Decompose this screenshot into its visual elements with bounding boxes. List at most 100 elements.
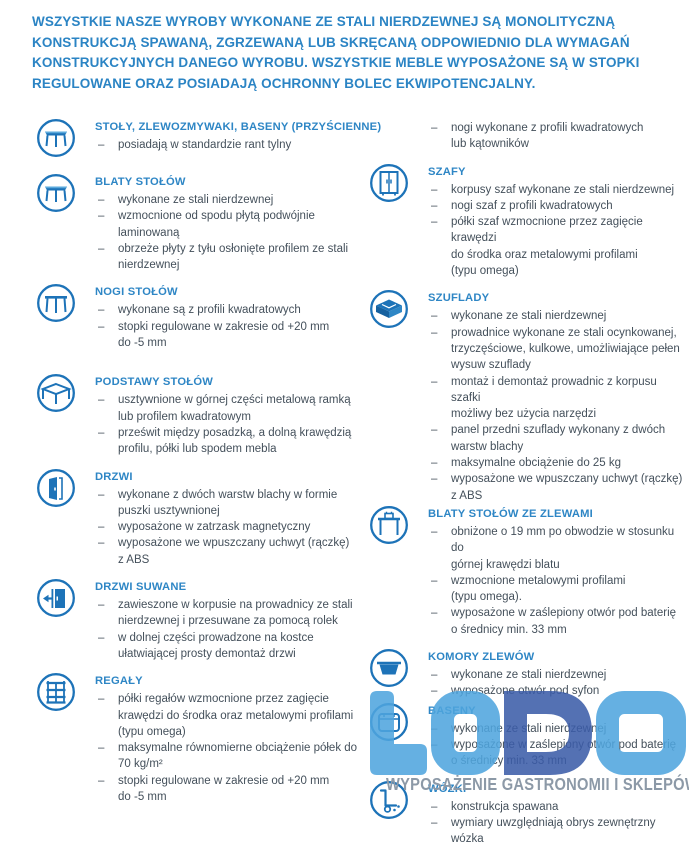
section-title: DRZWI SUWANE [95,581,187,594]
section-title: SZUFLADY [428,292,490,305]
bullet-item: panel przedni szuflady wykonany z dwóch … [428,422,689,455]
bullet-list: wykonane ze stali nierdzewnejwyposażone … [428,667,689,700]
bullet-list: wykonane z dwóch warstw blachy w formie … [95,487,358,568]
section-content: nogi wykonane z profili kwadratowych lub… [428,120,689,153]
logo-tagline: WYPOSAŻENIE GASTRONOMII I SKLEPÓW [386,774,689,794]
section-regaly-cd: nogi wykonane z profili kwadratowych lub… [369,120,689,153]
sliding-door-icon [36,578,95,623]
section-content: KOMORY ZLEWÓW wykonane ze stali nierdzewn… [428,650,689,700]
section-szuflady: SZUFLADY wykonane ze stali nierdzewnejpro… [369,289,689,504]
bullet-item: wykonane z dwóch warstw blachy w formie … [95,487,358,520]
intro-paragraph: WSZYSTKIE NASZE WYROBY WYKONANE ZE STALI… [32,14,640,91]
bullet-list: wykonane ze stali nierdzewnejwyposażone … [428,721,689,770]
bullet-item: stopki regulowane w zakresie od +20 mm d… [95,773,358,806]
bullet-item: zawieszone w korpusie na prowadnicy ze s… [95,597,358,630]
column-left: STOŁY, ZLEWOZMYWAKI, BASENY (PRZYŚCIENNE… [36,118,382,817]
section-drzwi: DRZWI wykonane z dwóch warstw blachy w fo… [36,468,358,568]
section-content: BLATY STOŁÓW wykonane ze stali nierdzewne… [95,175,358,273]
section-nogi-stolow: NOGI STOŁÓW wykonane są z profili kwadrat… [36,283,358,351]
bullet-item: usztywnione w górnej części metalową ram… [95,392,358,425]
section-title: BLATY STOŁÓW [95,176,186,188]
section-content: BLATY STOŁÓW ZE ZLEWAMI obniżone o 19 mm … [428,507,689,638]
bullet-list: obniżone o 19 mm po obwodzie w stosunku … [428,524,689,638]
bullet-item: półki regałów wzmocnione przez zagięcie … [95,691,358,740]
bullet-item: wyposażone w zaślepiony otwór pod bateri… [428,605,689,638]
section-title: STOŁY, ZLEWOZMYWAKI, BASENY (PRZYŚCIENNE… [95,121,382,133]
bullet-item: obniżone o 19 mm po obwodzie w stosunku … [428,524,689,573]
section-title: KOMORY ZLEWÓW [428,651,535,664]
section-content: BASENY wykonane ze stali nierdzewnejwypos… [428,704,689,770]
section-content: STOŁY, ZLEWOZMYWAKI, BASENY (PRZYŚCIENNE… [95,120,382,154]
door-icon [36,468,95,513]
section-content: DRZWI wykonane z dwóch warstw blachy w fo… [95,470,358,568]
section-title: SZAFY [428,165,466,178]
table-icon [36,118,95,163]
bullet-list: wykonane są z profili kwadratowychstopki… [95,302,358,351]
section-content: SZUFLADY wykonane ze stali nierdzewnejpro… [428,291,689,504]
section-title: PODSTAWY STOŁÓW [95,376,213,389]
bullet-item: konstrukcja spawana [428,799,689,816]
section-title: BASENY [428,704,476,717]
section-baseny: BASENY wykonane ze stali nierdzewnejwypos… [369,702,689,770]
bullet-item: obrzeże płyty z tyłu osłonięte profilem … [95,241,358,274]
section-szafy: SZAFY korpusy szaf wykonane ze stali nier… [369,163,689,280]
bullet-list: posiadają w standardzie rant tylny [95,137,358,154]
cabinet-icon [369,163,428,208]
bullet-item: wykonane ze stali nierdzewnej [428,721,689,738]
table-base-icon [36,373,95,418]
bullet-list: zawieszone w korpusie na prowadnicy ze s… [95,597,358,662]
section-podstawy-stolow: PODSTAWY STOŁÓW usztywnione w górnej częś… [36,373,358,457]
section-blaty-stolow-ze-zlewami: BLATY STOŁÓW ZE ZLEWAMI obniżone o 19 mm … [369,505,689,638]
bullet-item: wyposażone w zaślepiony otwór pod bateri… [428,737,689,770]
table-top-icon [36,173,95,218]
bullet-item: posiadają w standardzie rant tylny [95,137,358,154]
section-stoly-zlewozmywaki-baseny: STOŁY, ZLEWOZMYWAKI, BASENY (PRZYŚCIENNE… [36,118,382,163]
bullet-item: nogi szaf z profili kwadratowych [428,198,689,215]
section-content: REGAŁY półki regałów wzmocnione przez zag… [95,674,358,805]
section-regaly: REGAŁY półki regałów wzmocnione przez zag… [36,672,358,805]
bullet-list: usztywnione w górnej części metalową ram… [95,392,358,457]
section-title: DRZWI [95,470,133,483]
section-content: SZAFY korpusy szaf wykonane ze stali nier… [428,165,689,280]
bullet-item: wykonane ze stali nierdzewnej [428,667,689,684]
bullet-item: korpusy szaf wykonane ze stali nierdzewn… [428,182,689,199]
bullet-item: wzmocnione od spodu płytą podwójnie lami… [95,208,358,241]
bullet-item: wyposażone otwór pod syfon [428,683,689,700]
bullet-item: wyposażone w zatrzask magnetyczny [95,519,358,536]
section-content: NOGI STOŁÓW wykonane są z profili kwadrat… [95,285,358,351]
bullet-item: wyposażone we wpuszczany uchwyt (rączkę)… [428,471,689,504]
bullet-list: korpusy szaf wykonane ze stali nierdzewn… [428,182,689,280]
bullet-item: wykonane ze stali nierdzewnej [95,192,358,209]
bullet-item: półki szaf wzmocnione przez zagięcie kra… [428,214,689,279]
bullet-list: wykonane ze stali nierdzewnejprowadnice … [428,308,689,504]
bullet-item: w dolnej części prowadzone na kostce uła… [95,630,358,663]
table-legs-icon [36,283,95,328]
bullet-item: wzmocnione metalowymi profilami (typu om… [428,573,689,606]
column-right: nogi wykonane z profili kwadratowych lub… [369,120,689,859]
bullet-item: montaż i demontaż prowadnic z korpusu sz… [428,374,689,423]
section-blaty-stolow: BLATY STOŁÓW wykonane ze stali nierdzewne… [36,173,358,273]
section-content: DRZWI SUWANE zawieszone w korpusie na pro… [95,580,358,662]
bullet-item: wykonane ze stali nierdzewnej [428,308,689,325]
bullet-list: wykonane ze stali nierdzewnejwzmocnione … [95,192,358,273]
bullet-item: stopki regulowane w zakresie od +20 mm d… [95,319,358,352]
section-title: NOGI STOŁÓW [95,286,178,299]
shelf-rack-icon [36,672,95,717]
bullet-item: nogi wykonane z profili kwadratowych lub… [428,120,689,153]
bullet-item: wyposażone we wpuszczany uchwyt (rączkę)… [95,535,358,568]
bullet-item: wykonane są z profili kwadratowych [95,302,358,319]
bullet-item: wymiary uwzględniają obrys zewnętrzny wó… [428,815,689,848]
bullet-item: maksymalne obciążenie do 25 kg [428,455,689,472]
sink-table-icon [369,505,428,550]
bullet-list: nogi wykonane z profili kwadratowych lub… [428,120,689,153]
basin-icon [369,702,428,747]
section-title: REGAŁY [95,675,143,688]
bullet-list: półki regałów wzmocnione przez zagięcie … [95,691,358,805]
section-drzwi-suwane: DRZWI SUWANE zawieszone w korpusie na pro… [36,578,358,662]
section-title: BLATY STOŁÓW ZE ZLEWAMI [428,507,593,520]
drawer-icon [369,289,428,334]
section-content: PODSTAWY STOŁÓW usztywnione w górnej częś… [95,375,358,457]
sink-bowl-icon [369,648,428,693]
bullet-item: prowadnice wykonane ze stali ocynkowanej… [428,325,689,374]
section-komory-zlewow: KOMORY ZLEWÓW wykonane ze stali nierdzewn… [369,648,689,700]
